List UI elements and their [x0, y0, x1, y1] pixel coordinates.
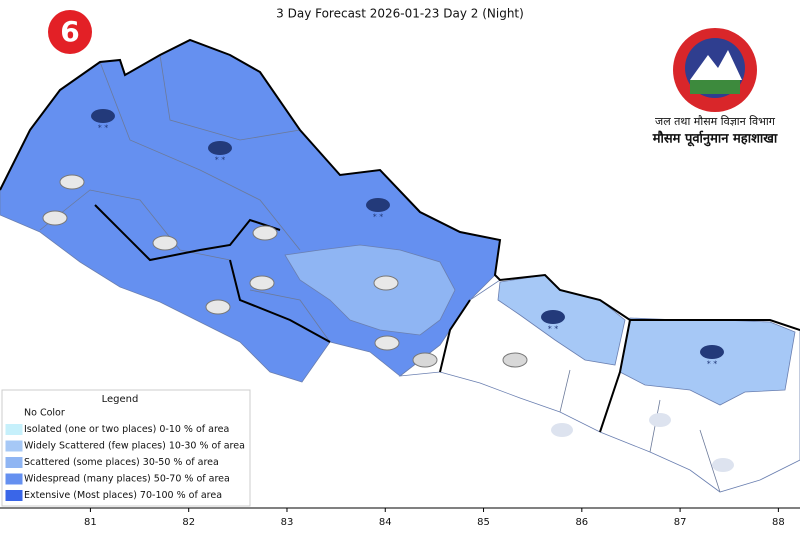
legend-label: Extensive (Most places) 70-100 % of area	[24, 490, 222, 501]
legend-label: Scattered (some places) 30-50 % of area	[24, 457, 219, 468]
x-ticks: 81 82 83 84 85 86 87 88	[84, 508, 785, 528]
channel-logo	[48, 10, 92, 54]
x-tick-label: 81	[84, 517, 97, 528]
legend-swatch	[6, 408, 22, 418]
svg-text:* *: * *	[548, 325, 559, 334]
legend-swatch	[5, 490, 23, 501]
legend: Legend No Color Isolated (one or two plac…	[1, 389, 251, 507]
legend-box	[1, 389, 251, 507]
x-tick-label: 87	[674, 517, 687, 528]
x-tick-label: 86	[575, 517, 588, 528]
org-division: मौसम पूर्वानुमान महाशाखा	[652, 131, 778, 147]
weather-icons: * * * * * * * * * *	[42, 109, 734, 472]
x-tick-label: 82	[182, 517, 195, 528]
region-central	[284, 244, 456, 336]
legend-swatch	[5, 457, 23, 468]
emblem	[673, 28, 757, 112]
legend-label: Widespread (many places) 50-70 % of area	[24, 474, 230, 485]
svg-text:* *: * *	[215, 156, 226, 165]
svg-text:* *: * *	[373, 213, 384, 222]
legend-title: Legend	[102, 394, 139, 405]
legend-label: Widely Scattered (few places) 10-30 % of…	[24, 441, 245, 452]
legend-swatch	[5, 473, 23, 485]
svg-text:* *: * *	[98, 124, 109, 133]
x-tick-label: 84	[379, 517, 392, 528]
legend-label: Isolated (one or two places) 0-10 % of a…	[24, 424, 229, 435]
map	[0, 38, 800, 493]
legend-label: No Color	[24, 408, 65, 419]
x-tick-label: 83	[281, 517, 294, 528]
x-tick-label: 85	[477, 517, 490, 528]
legend-swatch	[5, 440, 23, 452]
x-tick-label: 88	[772, 517, 785, 528]
channel-logo-text: 6	[60, 15, 79, 48]
org-name: जल तथा मौसम विज्ञान विभाग	[655, 115, 776, 128]
legend-swatch	[5, 424, 23, 435]
title: 3 Day Forecast 2026-01-23 Day 2 (Night)	[276, 7, 524, 21]
svg-text:* *: * *	[707, 360, 718, 369]
